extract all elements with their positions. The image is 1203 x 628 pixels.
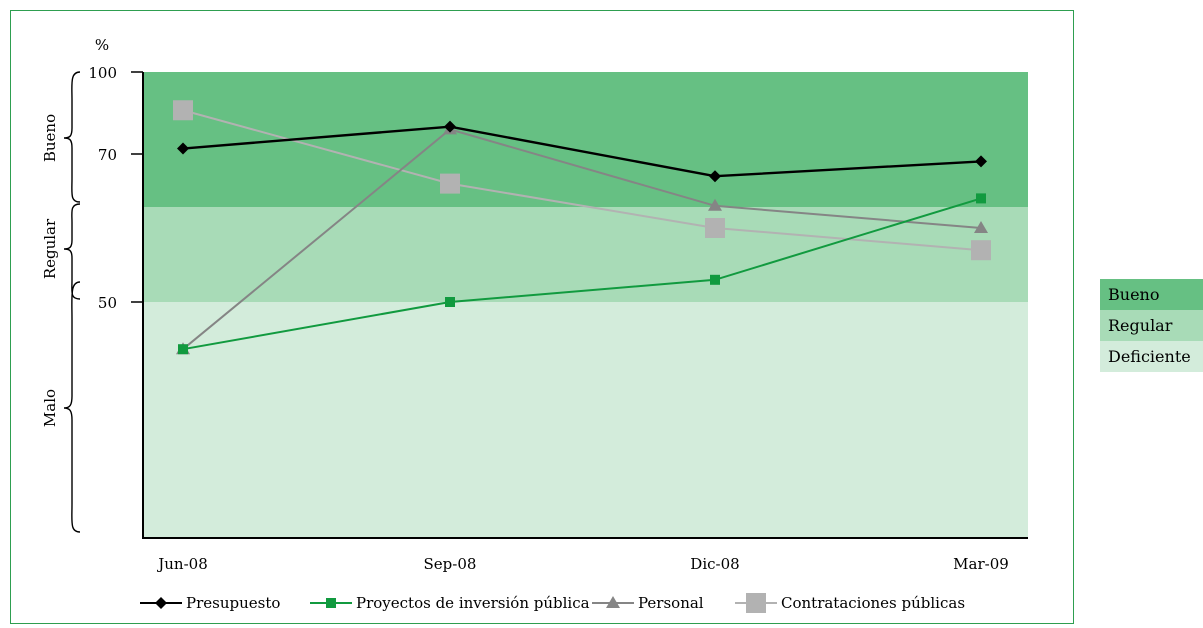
data-point xyxy=(155,597,167,609)
legend-item: Presupuesto xyxy=(140,594,280,612)
series-line xyxy=(182,197,982,351)
zone-label-malo: Malo xyxy=(41,389,59,427)
chart-frame xyxy=(10,10,1074,624)
zone-label-bueno: Bueno xyxy=(41,114,59,162)
zone-band-bueno xyxy=(143,72,1028,207)
data-point xyxy=(178,344,188,355)
legend-item: Contrataciones públicas xyxy=(735,593,965,613)
series-layer xyxy=(173,100,991,355)
brace-malo xyxy=(63,281,81,533)
axes xyxy=(131,71,1028,539)
legend-item: Personal xyxy=(592,594,704,612)
data-point xyxy=(440,173,460,194)
data-point xyxy=(746,593,766,613)
zone-band-regular xyxy=(143,207,1028,302)
legend-label: Personal xyxy=(638,594,704,612)
zone-braces xyxy=(63,71,81,533)
x-tick-label: Jun-08 xyxy=(156,555,208,573)
data-point xyxy=(709,170,721,183)
data-point xyxy=(710,274,720,285)
data-point xyxy=(444,120,456,133)
y-tick-label: 70 xyxy=(98,146,117,164)
series-presupuesto xyxy=(177,120,987,183)
y-tick-label: 100 xyxy=(88,64,117,82)
brace-regular xyxy=(63,203,81,300)
zone-legend-bueno: Bueno xyxy=(1100,279,1203,310)
legend-item: Proyectos de inversión pública xyxy=(310,594,590,612)
zone-band-malo xyxy=(143,302,1028,538)
data-point xyxy=(177,142,189,155)
zone-bands xyxy=(143,72,1028,538)
series-proyectos-de-inversi-n-p-blica xyxy=(178,193,986,355)
x-tick-label: Sep-08 xyxy=(424,555,477,573)
x-tick-label: Dic-08 xyxy=(690,555,739,573)
legend-label: Presupuesto xyxy=(186,594,280,612)
x-tick-labels: Jun-08 Sep-08 Dic-08 Mar-09 xyxy=(156,555,1009,573)
y-unit-label: % xyxy=(95,36,109,54)
legend: Presupuesto Proyectos de inversión públic… xyxy=(140,593,965,613)
series-line xyxy=(182,128,982,350)
x-tick-label: Mar-09 xyxy=(953,555,1009,573)
zone-legend: Bueno Regular Deficiente xyxy=(1100,279,1203,372)
zone-legend-deficiente: Deficiente xyxy=(1100,341,1203,372)
data-point xyxy=(173,100,193,121)
data-point xyxy=(606,596,620,608)
legend-label: Contrataciones públicas xyxy=(781,594,965,612)
data-point xyxy=(976,193,986,204)
brace-bueno xyxy=(63,71,81,203)
data-point xyxy=(971,240,991,261)
y-tick-label: 50 xyxy=(98,294,117,312)
series-line xyxy=(182,125,982,178)
data-point xyxy=(326,598,336,608)
zone-label-regular: Regular xyxy=(41,218,59,279)
data-point xyxy=(975,155,987,168)
legend-label: Proyectos de inversión pública xyxy=(356,594,590,612)
data-point xyxy=(708,198,722,211)
data-point xyxy=(705,218,725,238)
zone-legend-regular: Regular xyxy=(1100,310,1203,341)
data-point xyxy=(445,297,455,307)
data-point xyxy=(974,221,988,233)
